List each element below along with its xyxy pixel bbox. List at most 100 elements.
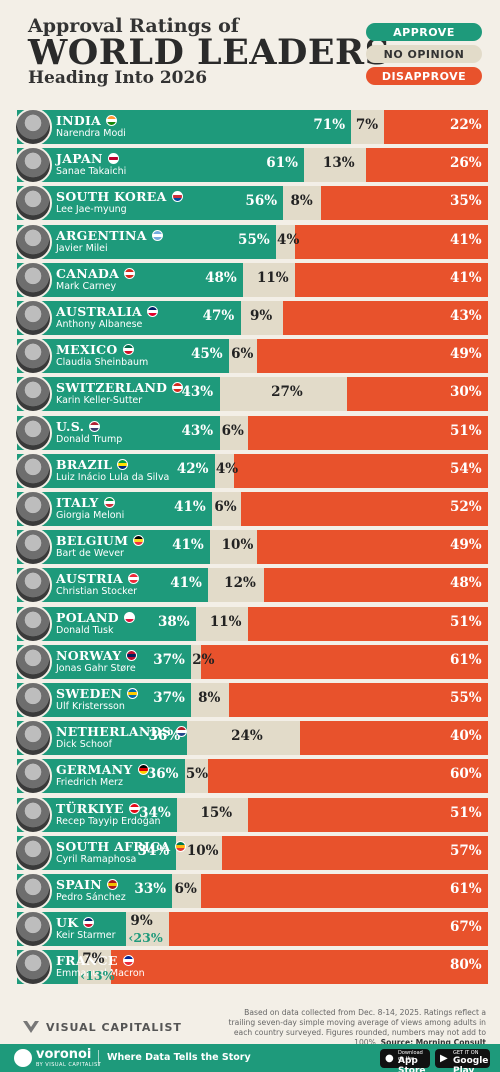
chart-row-spain: SPAIN Pedro Sánchez 33% 6% 61% xyxy=(0,872,500,910)
leader-portrait-poland xyxy=(14,604,52,643)
leader-portrait-uk xyxy=(14,910,52,949)
no-opinion-value-argentina: 4% xyxy=(277,231,300,248)
no-opinion-value-switzerland: 27% xyxy=(271,384,303,401)
no-opinion-value-uk: 9% xyxy=(130,913,153,930)
flag-icon-mexico xyxy=(122,344,134,356)
flag-icon-uk xyxy=(83,917,95,929)
no-opinion-value-germany: 5% xyxy=(185,766,209,783)
disapprove-bar-argentina xyxy=(294,224,488,259)
leader-name-canada: Mark Carney xyxy=(56,280,117,292)
country-label-canada: CANADA xyxy=(56,266,136,281)
chart-row-belgium: BELGIUM Bart de Wever 41% 10% 49% xyxy=(0,528,500,567)
leader-name-spain: Pedro Sánchez xyxy=(56,892,126,903)
leader-name-netherlands: Dick Schoof xyxy=(56,739,112,751)
country-label-belgium: BELGIUM xyxy=(56,533,145,549)
country-name: MEXICO xyxy=(56,342,118,358)
no-opinion-bar-france xyxy=(78,950,112,985)
leader-name-mexico: Claudia Sheinbaum xyxy=(56,357,149,369)
flag-icon-italy xyxy=(103,497,115,508)
country-label-switzerland: SWITZERLAND xyxy=(56,380,184,396)
no-opinion-bar-turkiye xyxy=(177,797,248,832)
approve-value-switzerland: 43% xyxy=(181,384,214,401)
country-label-germany: GERMANY xyxy=(56,762,149,777)
leader-name-argentina: Javier Milei xyxy=(56,242,108,254)
flag-icon-poland xyxy=(123,611,135,623)
country-label-japan: JAPAN xyxy=(56,151,119,166)
country-label-uk: UK xyxy=(56,915,95,931)
chart-row-argentina: ARGENTINA Javier Milei 55% 4% 41% xyxy=(0,222,500,261)
flag-icon-germany xyxy=(137,764,149,776)
no-opinion-value-france: 7% xyxy=(82,951,105,968)
disapprove-value-canada: 41% xyxy=(450,269,482,286)
leader-name-switzerland: Karin Keller-Sutter xyxy=(56,395,143,407)
leader-name-uk: Keir Starmer xyxy=(56,930,116,942)
no-opinion-bar-netherlands xyxy=(186,721,300,756)
country-name: SWITZERLAND xyxy=(56,380,168,396)
leader-name-u-s: Donald Trump xyxy=(56,433,123,445)
flag-icon-brazil xyxy=(117,458,129,470)
approve-value-mexico: 45% xyxy=(190,346,223,363)
visual-capitalist-logo-icon xyxy=(23,1021,39,1033)
brand-name: VISUAL CAPITALIST xyxy=(46,1020,182,1034)
leader-name-south-korea: Lee Jae-myung xyxy=(56,204,127,216)
no-opinion-bar-switzerland xyxy=(219,377,347,412)
no-opinion-bar-belgium xyxy=(210,530,258,565)
country-name: SOUTH KOREA xyxy=(56,189,167,205)
no-opinion-value-brazil: 4% xyxy=(215,460,239,477)
approve-value-spain: 33% xyxy=(134,881,167,897)
disapprove-bar-sweden xyxy=(228,683,488,717)
flag-icon-norway xyxy=(126,649,138,661)
chart-row-canada: CANADA Mark Carney 48% 11% 41% xyxy=(0,260,500,299)
approve-bar-japan xyxy=(17,148,305,183)
chart-row-india: INDIA Narendra Modi 71% 7% 22% xyxy=(0,108,500,146)
no-opinion-value-belgium: 10% xyxy=(221,537,254,554)
approve-value-france: ‹13% xyxy=(80,968,115,984)
disapprove-value-netherlands: 40% xyxy=(450,728,482,745)
country-name: TÜRKIYE xyxy=(56,800,124,816)
country-name: BELGIUM xyxy=(56,533,129,549)
no-opinion-bar-poland xyxy=(195,606,248,641)
no-opinion-value-india: 7% xyxy=(355,117,379,133)
no-opinion-value-sweden: 8% xyxy=(198,690,221,706)
country-name: SPAIN xyxy=(56,877,102,892)
country-label-south-korea: SOUTH KOREA xyxy=(56,189,183,204)
chart-header: Approval Ratings of WORLD LEADERS Headin… xyxy=(0,0,500,108)
disapprove-value-sweden: 55% xyxy=(450,690,482,706)
google-play-label: Google Play xyxy=(453,1056,489,1072)
disapprove-value-spain: 61% xyxy=(450,881,482,897)
app-store-button[interactable]: ● Download on the App Store xyxy=(380,1049,430,1072)
flag-icon-spain xyxy=(107,879,118,890)
disapprove-bar-spain xyxy=(200,874,488,908)
flag-icon-u-s xyxy=(89,420,101,432)
tagline: Where Data Tells the Story xyxy=(107,1052,251,1063)
chart-row-south-korea: SOUTH KOREA Lee Jae-myung 56% 8% 35% xyxy=(0,184,500,223)
approve-value-norway: 37% xyxy=(153,651,185,668)
leader-portrait-switzerland xyxy=(14,375,52,414)
app-store-small: Download on the xyxy=(398,1050,423,1062)
flag-icon-india xyxy=(106,115,118,126)
chart-title-main: WORLD LEADERS xyxy=(28,32,391,73)
country-label-argentina: ARGENTINA xyxy=(56,228,163,243)
approve-value-germany: 36% xyxy=(146,766,179,783)
flag-icon-sweden xyxy=(127,688,139,699)
google-play-button[interactable]: ▶ GET IT ON Google Play xyxy=(435,1049,490,1072)
disapprove-bar-france xyxy=(111,950,488,985)
country-name: AUSTRIA xyxy=(56,571,123,587)
disapprove-value-germany: 60% xyxy=(450,766,482,783)
no-opinion-bar-brazil xyxy=(214,453,234,488)
leader-name-turkiye: Recep Tayyip Erdoğan xyxy=(56,815,161,827)
no-opinion-bar-uk xyxy=(126,912,170,947)
country-label-u-s: U.S. xyxy=(56,419,101,434)
approve-value-turkiye: 34% xyxy=(139,804,171,821)
approve-bar-south-korea xyxy=(17,186,284,221)
chart-row-italy: ITALY Giorgia Meloni 41% 6% 52% xyxy=(0,490,500,528)
leader-portrait-canada xyxy=(14,260,52,299)
no-opinion-bar-argentina xyxy=(276,224,295,259)
disapprove-bar-india xyxy=(384,110,488,144)
disapprove-bar-japan xyxy=(365,148,488,183)
leader-portrait-sweden xyxy=(14,681,52,719)
country-name: UK xyxy=(56,915,79,931)
source-name: Morning Consult xyxy=(415,1038,486,1047)
disapprove-bar-switzerland xyxy=(346,377,488,412)
no-opinion-value-austria: 12% xyxy=(224,575,256,592)
